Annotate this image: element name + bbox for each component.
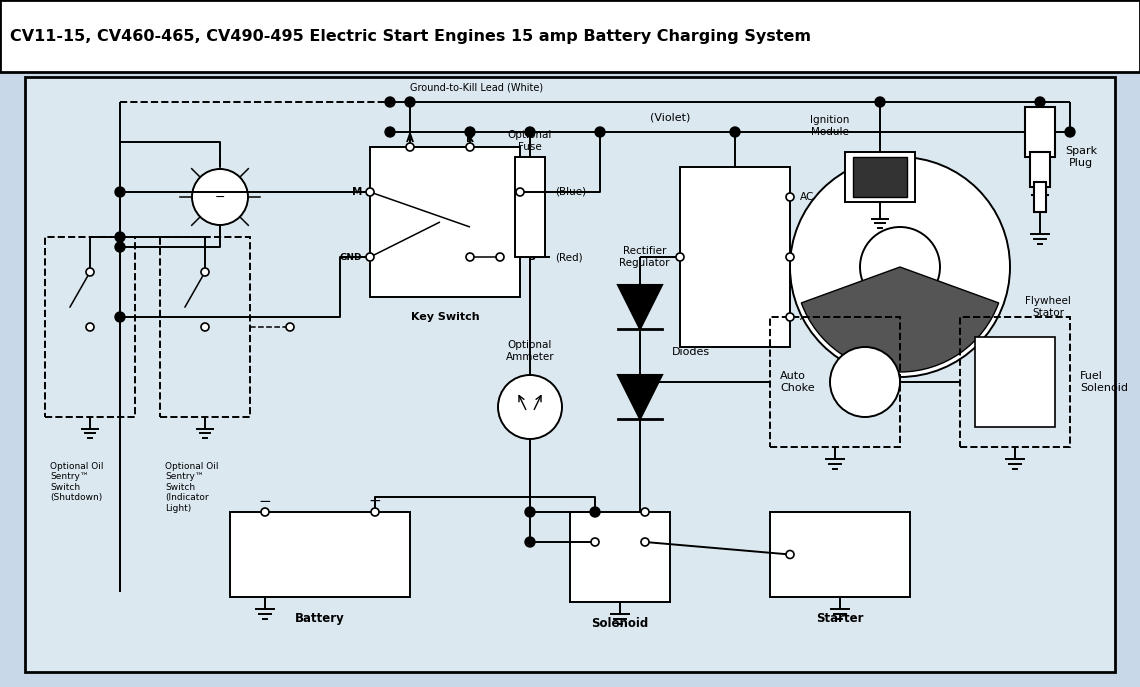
Text: S: S: [528, 187, 536, 197]
Circle shape: [366, 253, 374, 261]
Circle shape: [1065, 127, 1075, 137]
Circle shape: [496, 253, 504, 261]
Text: −: −: [259, 494, 271, 509]
Bar: [845, 152, 915, 202]
Text: B+: B+: [800, 252, 816, 262]
Circle shape: [466, 253, 474, 261]
Bar: [0, 0, 1140, 72]
Circle shape: [286, 323, 294, 331]
Circle shape: [876, 97, 885, 107]
Text: Fuel
Solenoid: Fuel Solenoid: [1080, 371, 1127, 393]
Circle shape: [406, 143, 414, 151]
Circle shape: [86, 323, 93, 331]
Text: Optional
Fuse: Optional Fuse: [507, 131, 552, 152]
Circle shape: [730, 127, 740, 137]
Text: AC: AC: [800, 312, 814, 322]
Circle shape: [641, 538, 649, 546]
Bar: [570, 512, 670, 602]
Bar: [853, 157, 907, 197]
Circle shape: [201, 323, 209, 331]
Circle shape: [192, 169, 249, 225]
Circle shape: [86, 268, 93, 276]
Circle shape: [595, 127, 605, 137]
Bar: [44, 237, 135, 417]
Circle shape: [641, 508, 649, 516]
Circle shape: [526, 507, 535, 517]
Circle shape: [526, 537, 535, 547]
Text: M: M: [351, 187, 363, 197]
Circle shape: [516, 188, 524, 196]
Circle shape: [366, 188, 374, 196]
Circle shape: [591, 507, 600, 517]
Circle shape: [790, 157, 1010, 377]
Text: Battery: Battery: [295, 612, 345, 625]
Text: Flywheel
Stator: Flywheel Stator: [1025, 296, 1070, 318]
Circle shape: [405, 97, 415, 107]
Text: Spark
Plug: Spark Plug: [1065, 146, 1097, 168]
Text: Ignition
Module: Ignition Module: [811, 115, 849, 137]
Circle shape: [785, 550, 793, 559]
Text: +: +: [368, 494, 382, 509]
Circle shape: [591, 508, 598, 516]
Circle shape: [860, 227, 940, 307]
Circle shape: [785, 193, 793, 201]
Text: AC: AC: [800, 192, 814, 202]
Circle shape: [526, 127, 535, 137]
Text: Optional Oil
Sentry™
Switch
(Shutdown): Optional Oil Sentry™ Switch (Shutdown): [50, 462, 104, 502]
Bar: [770, 317, 899, 447]
Circle shape: [785, 313, 793, 321]
Circle shape: [466, 143, 474, 151]
Bar: [370, 147, 520, 297]
Circle shape: [591, 538, 598, 546]
Text: Starter: Starter: [816, 612, 864, 625]
Bar: [679, 167, 790, 347]
Text: (Blue): (Blue): [555, 187, 586, 197]
Text: Optional
Ammeter: Optional Ammeter: [506, 340, 554, 362]
Circle shape: [385, 97, 394, 107]
Bar: [960, 317, 1070, 447]
Circle shape: [676, 253, 684, 261]
Text: R: R: [466, 134, 474, 144]
Circle shape: [261, 508, 269, 516]
Text: Ground-to-Kill Lead (White): Ground-to-Kill Lead (White): [410, 82, 543, 92]
Polygon shape: [618, 285, 662, 329]
Circle shape: [115, 187, 125, 197]
Circle shape: [115, 232, 125, 242]
Text: B: B: [528, 252, 536, 262]
Text: (Violet): (Violet): [650, 112, 691, 122]
Wedge shape: [801, 267, 999, 372]
Text: GND: GND: [340, 253, 363, 262]
Text: Key Switch: Key Switch: [410, 312, 479, 322]
Bar: [1031, 152, 1050, 187]
Text: CV11-15, CV460-465, CV490-495 Electric Start Engines 15 amp Battery Charging Sys: CV11-15, CV460-465, CV490-495 Electric S…: [10, 28, 811, 43]
Text: (Red): (Red): [555, 252, 583, 262]
Circle shape: [115, 312, 125, 322]
Circle shape: [498, 375, 562, 439]
Text: Optional Oil
Sentry™
Switch
(Indicator
Light): Optional Oil Sentry™ Switch (Indicator L…: [165, 462, 219, 513]
Text: Diodes: Diodes: [671, 347, 710, 357]
Text: Auto
Choke: Auto Choke: [780, 371, 815, 393]
Bar: [160, 237, 250, 417]
Bar: [770, 512, 910, 597]
Text: Rectifier
Regulator: Rectifier Regulator: [619, 246, 670, 268]
Circle shape: [1035, 97, 1045, 107]
Bar: [230, 512, 410, 597]
Bar: [1034, 182, 1047, 212]
Text: Solenoid: Solenoid: [592, 617, 649, 630]
Bar: [1025, 107, 1055, 157]
Circle shape: [385, 127, 394, 137]
Circle shape: [201, 268, 209, 276]
Bar: [25, 77, 1115, 672]
Polygon shape: [618, 375, 662, 419]
Circle shape: [465, 127, 475, 137]
Bar: [515, 157, 545, 257]
Circle shape: [115, 242, 125, 252]
Circle shape: [785, 253, 793, 261]
Text: −: −: [214, 190, 226, 203]
Circle shape: [370, 508, 378, 516]
Text: A: A: [406, 134, 414, 144]
Bar: [975, 337, 1054, 427]
Circle shape: [830, 347, 899, 417]
